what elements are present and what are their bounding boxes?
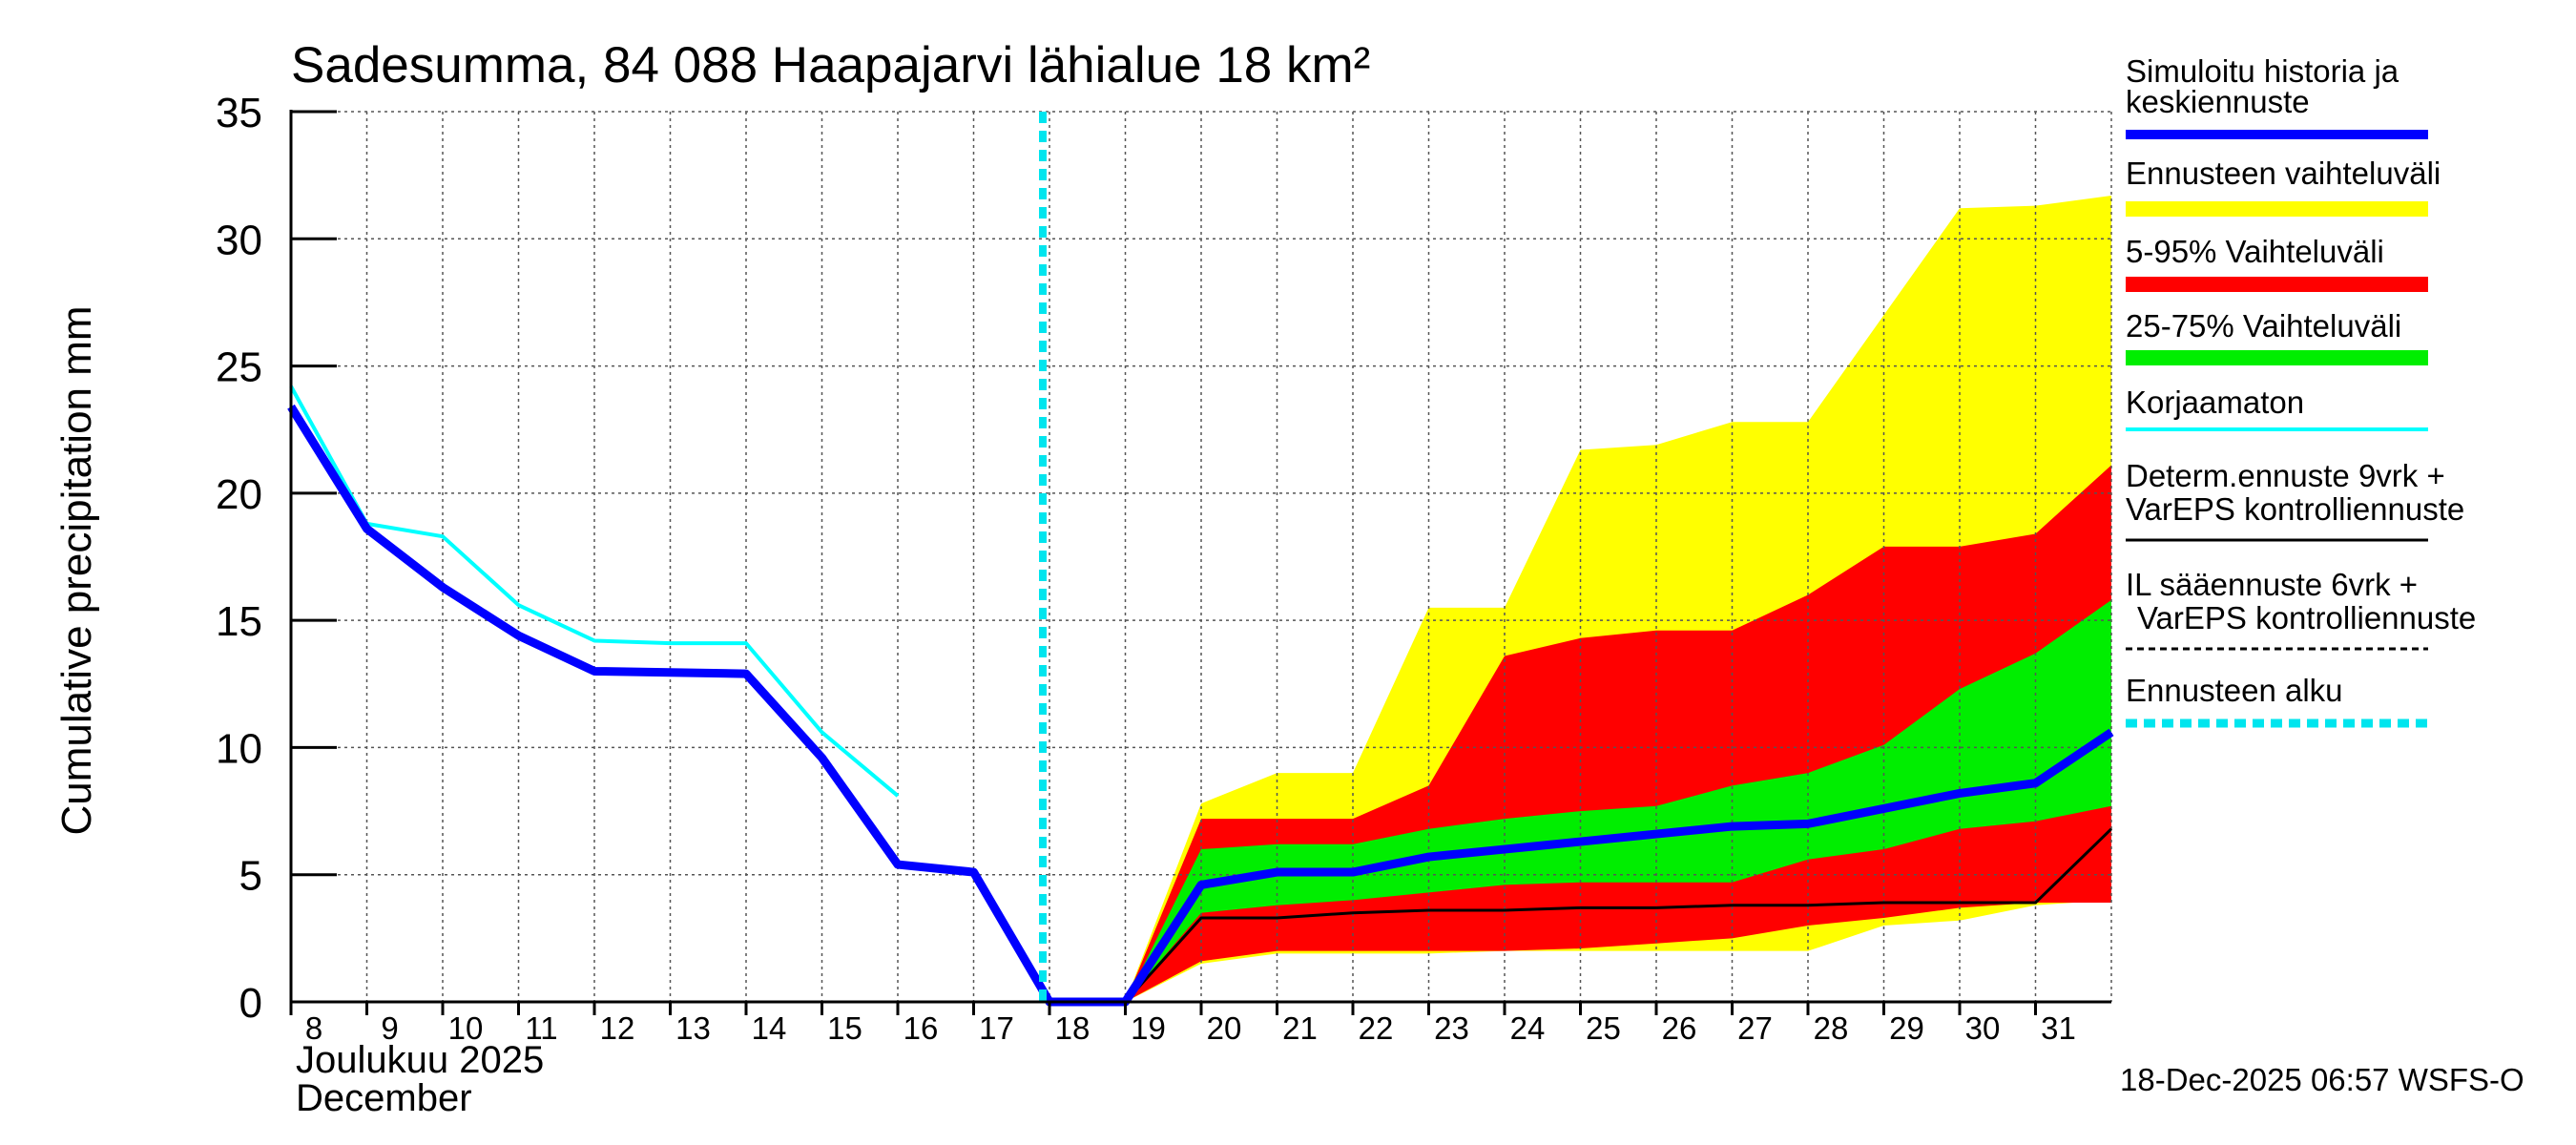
x-tick-label: 13 bbox=[675, 1010, 711, 1046]
legend-label-range-5-95: 5-95% Vaihteluväli bbox=[2126, 234, 2384, 269]
x-tick-label: 24 bbox=[1510, 1010, 1546, 1046]
x-tick-label: 22 bbox=[1359, 1010, 1394, 1046]
legend-label-deterministic-2: VarEPS kontrolliennuste bbox=[2126, 491, 2464, 527]
x-tick-label: 21 bbox=[1282, 1010, 1318, 1046]
x-tick-label: 23 bbox=[1434, 1010, 1469, 1046]
tick-labels: 0 5 10 15 20 25 30 35 8 9 10 11 12 13 14 15 16 17 18 19 20 21… bbox=[216, 90, 2076, 1046]
x-tick-label: 16 bbox=[904, 1010, 939, 1046]
x-tick-label: 31 bbox=[2041, 1010, 2076, 1046]
legend-label-il-forecast-2: VarEPS kontrolliennuste bbox=[2137, 600, 2476, 635]
x-tick-label: 17 bbox=[979, 1010, 1014, 1046]
y-tick-label: 35 bbox=[216, 90, 262, 136]
chart-title: Sadesumma, 84 088 Haapajarvi lähialue 18… bbox=[291, 37, 1370, 94]
x-tick-label: 14 bbox=[752, 1010, 787, 1046]
x-tick-label: 9 bbox=[381, 1010, 398, 1046]
legend-label-history-2: keskiennuste bbox=[2126, 84, 2310, 119]
gridlines bbox=[291, 111, 2112, 1002]
y-tick-label: 15 bbox=[216, 598, 262, 645]
legend-label-uncorrected: Korjaamaton bbox=[2126, 385, 2304, 420]
x-axis-month-label-en: December bbox=[296, 1077, 472, 1119]
legend-label-deterministic-1: Determ.ennuste 9vrk + bbox=[2126, 458, 2445, 493]
y-tick-label: 20 bbox=[216, 471, 262, 518]
y-tick-label: 10 bbox=[216, 725, 262, 772]
series-line-uncorrected bbox=[289, 385, 900, 798]
series-line-deterministic bbox=[1124, 827, 2113, 1004]
legend-label-il-forecast-1: IL sääennuste 6vrk + bbox=[2126, 567, 2418, 602]
legend-label-range-25-75: 25-75% Vaihteluväli bbox=[2126, 308, 2401, 344]
axes bbox=[289, 110, 2111, 1015]
x-tick-label: 11 bbox=[525, 1010, 557, 1046]
y-axis-label: Cumulative precipitation mm bbox=[53, 305, 100, 835]
x-tick-label: 28 bbox=[1814, 1010, 1849, 1046]
timestamp-footer: 18-Dec-2025 06:57 WSFS-O bbox=[2120, 1062, 2524, 1097]
x-tick-label: 15 bbox=[827, 1010, 862, 1046]
series-line-history-mean bbox=[287, 404, 2114, 1007]
x-tick-label: 25 bbox=[1586, 1010, 1621, 1046]
x-tick-label: 8 bbox=[305, 1010, 322, 1046]
x-axis-month-label: Joulukuu 2025 bbox=[296, 1039, 544, 1081]
legend-label-forecast-start: Ennusteen alku bbox=[2126, 673, 2343, 708]
x-tick-label: 27 bbox=[1737, 1010, 1773, 1046]
series-lines bbox=[287, 112, 2114, 1007]
x-tick-label: 10 bbox=[448, 1010, 484, 1046]
x-tick-label: 12 bbox=[600, 1010, 635, 1046]
y-tick-label: 0 bbox=[239, 980, 262, 1027]
legend-label-range-full: Ennusteen vaihteluväli bbox=[2126, 156, 2441, 191]
x-tick-label: 19 bbox=[1131, 1010, 1166, 1046]
x-tick-label: 20 bbox=[1207, 1010, 1242, 1046]
legend-label-history-1: Simuloitu historia ja bbox=[2126, 53, 2399, 89]
x-tick-label: 30 bbox=[1965, 1010, 2001, 1046]
y-tick-label: 25 bbox=[216, 344, 262, 391]
y-tick-label: 30 bbox=[216, 217, 262, 263]
x-tick-label: 29 bbox=[1889, 1010, 1924, 1046]
legend bbox=[2126, 130, 2428, 728]
y-tick-label: 5 bbox=[239, 853, 262, 900]
x-tick-label: 26 bbox=[1662, 1010, 1697, 1046]
x-tick-label: 18 bbox=[1055, 1010, 1091, 1046]
